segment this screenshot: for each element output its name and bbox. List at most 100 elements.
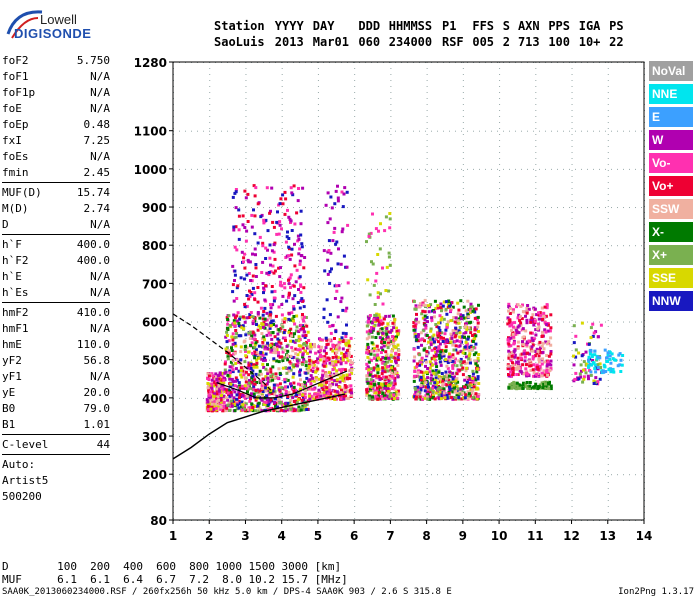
grid-dot	[317, 321, 318, 323]
echo-point	[271, 389, 275, 393]
grid-dot	[551, 130, 552, 132]
echo-point	[269, 379, 273, 383]
echo-point	[382, 385, 385, 389]
echo-point	[451, 305, 455, 309]
grid-dot	[499, 230, 501, 231]
echo-point	[303, 403, 307, 407]
grid-dot	[571, 422, 573, 423]
echo-point	[300, 406, 304, 410]
grid-dot	[215, 359, 216, 361]
grid-dot	[263, 436, 264, 438]
echo-point	[340, 351, 344, 355]
echo-point	[376, 353, 380, 357]
echo-point	[315, 396, 319, 400]
echo-point	[303, 392, 307, 396]
grid-dot	[557, 130, 558, 132]
grid-dot	[431, 283, 432, 285]
grid-dot	[462, 182, 464, 183]
echo-point	[325, 359, 329, 362]
x-tick-label: 11	[527, 529, 544, 543]
grid-dot	[323, 436, 324, 438]
echo-point	[277, 232, 281, 236]
grid-dot	[317, 168, 318, 170]
grid-dot	[462, 452, 464, 453]
echo-point	[286, 385, 289, 389]
echo-point	[313, 345, 317, 349]
grid-dot	[635, 321, 636, 323]
grid-dot	[354, 494, 356, 495]
y-tick-label: 300	[142, 430, 167, 444]
grid-dot	[197, 397, 198, 399]
grid-dot	[245, 338, 247, 339]
grid-dot	[269, 283, 270, 285]
echo-point	[320, 345, 324, 349]
grid-dot	[347, 321, 348, 323]
grid-dot	[462, 518, 464, 519]
echo-point	[241, 214, 245, 218]
grid-dot	[281, 278, 283, 279]
grid-dot	[245, 458, 247, 459]
echo-point	[315, 369, 319, 373]
grid-dot	[462, 410, 464, 411]
grid-dot	[571, 380, 573, 381]
param-value: N/A	[90, 270, 110, 283]
grid-dot	[281, 506, 283, 507]
grid-dot	[221, 474, 222, 476]
echo-point	[271, 350, 275, 354]
grid-dot	[287, 207, 288, 209]
echo-point	[277, 360, 281, 364]
echo-point	[377, 391, 381, 394]
grid-dot	[535, 332, 537, 333]
echo-point	[453, 340, 457, 343]
grid-dot	[203, 321, 204, 323]
param-name: MUF(D)	[2, 186, 42, 199]
param-name: h`F2	[2, 254, 29, 267]
x-tick-label: 4	[278, 529, 286, 543]
grid-dot	[354, 434, 356, 435]
echo-point	[385, 393, 389, 397]
grid-dot	[629, 397, 630, 399]
grid-dot	[499, 146, 501, 147]
echo-point	[289, 273, 293, 277]
grid-dot	[347, 245, 348, 247]
grid-dot	[209, 506, 211, 507]
echo-point	[270, 186, 274, 190]
grid-dot	[607, 434, 609, 435]
echo-point	[249, 397, 252, 401]
grid-dot	[571, 260, 573, 261]
echo-point	[386, 365, 390, 369]
echo-point	[371, 212, 374, 216]
grid-dot	[281, 207, 282, 209]
grid-dot	[245, 446, 247, 447]
echo-point	[301, 393, 305, 397]
echo-point	[337, 284, 341, 288]
echo-point	[291, 396, 295, 400]
echo-point	[342, 386, 346, 390]
echo-point	[250, 213, 254, 217]
grid-dot	[390, 92, 392, 93]
grid-dot	[335, 168, 336, 170]
grid-dot	[347, 436, 348, 438]
grid-dot	[359, 130, 360, 132]
echo-point	[392, 393, 396, 397]
grid-dot	[607, 302, 609, 303]
echo-point	[261, 377, 265, 381]
grid-dot	[377, 283, 378, 285]
echo-point	[312, 387, 316, 391]
echo-point	[268, 316, 272, 320]
echo-point	[276, 210, 279, 214]
grid-dot	[245, 320, 247, 321]
echo-point	[414, 388, 418, 392]
grid-dot	[535, 74, 537, 75]
grid-dot	[629, 474, 630, 476]
grid-dot	[426, 416, 428, 417]
echo-point	[250, 279, 254, 283]
echo-point	[246, 220, 250, 223]
grid-dot	[499, 122, 501, 123]
echo-point	[272, 383, 276, 387]
grid-dot	[389, 436, 390, 438]
echo-point	[229, 354, 233, 358]
echo-point	[239, 358, 243, 362]
grid-dot	[607, 128, 609, 129]
grid-dot	[390, 452, 392, 453]
